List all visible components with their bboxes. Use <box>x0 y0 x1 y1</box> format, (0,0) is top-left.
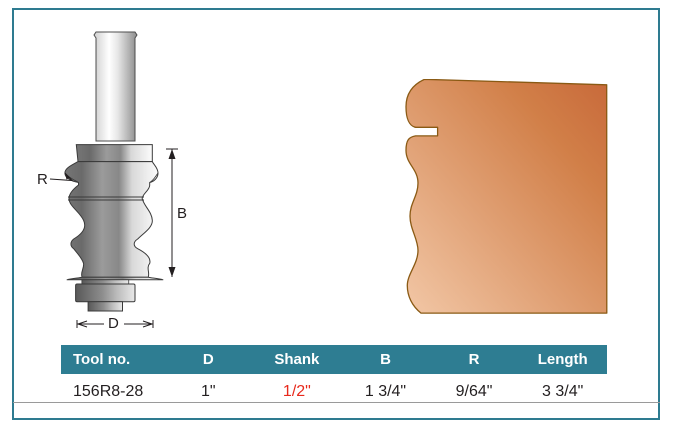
svg-text:D: D <box>108 315 119 332</box>
svg-text:B: B <box>177 205 187 222</box>
svg-text:R: R <box>37 171 48 188</box>
